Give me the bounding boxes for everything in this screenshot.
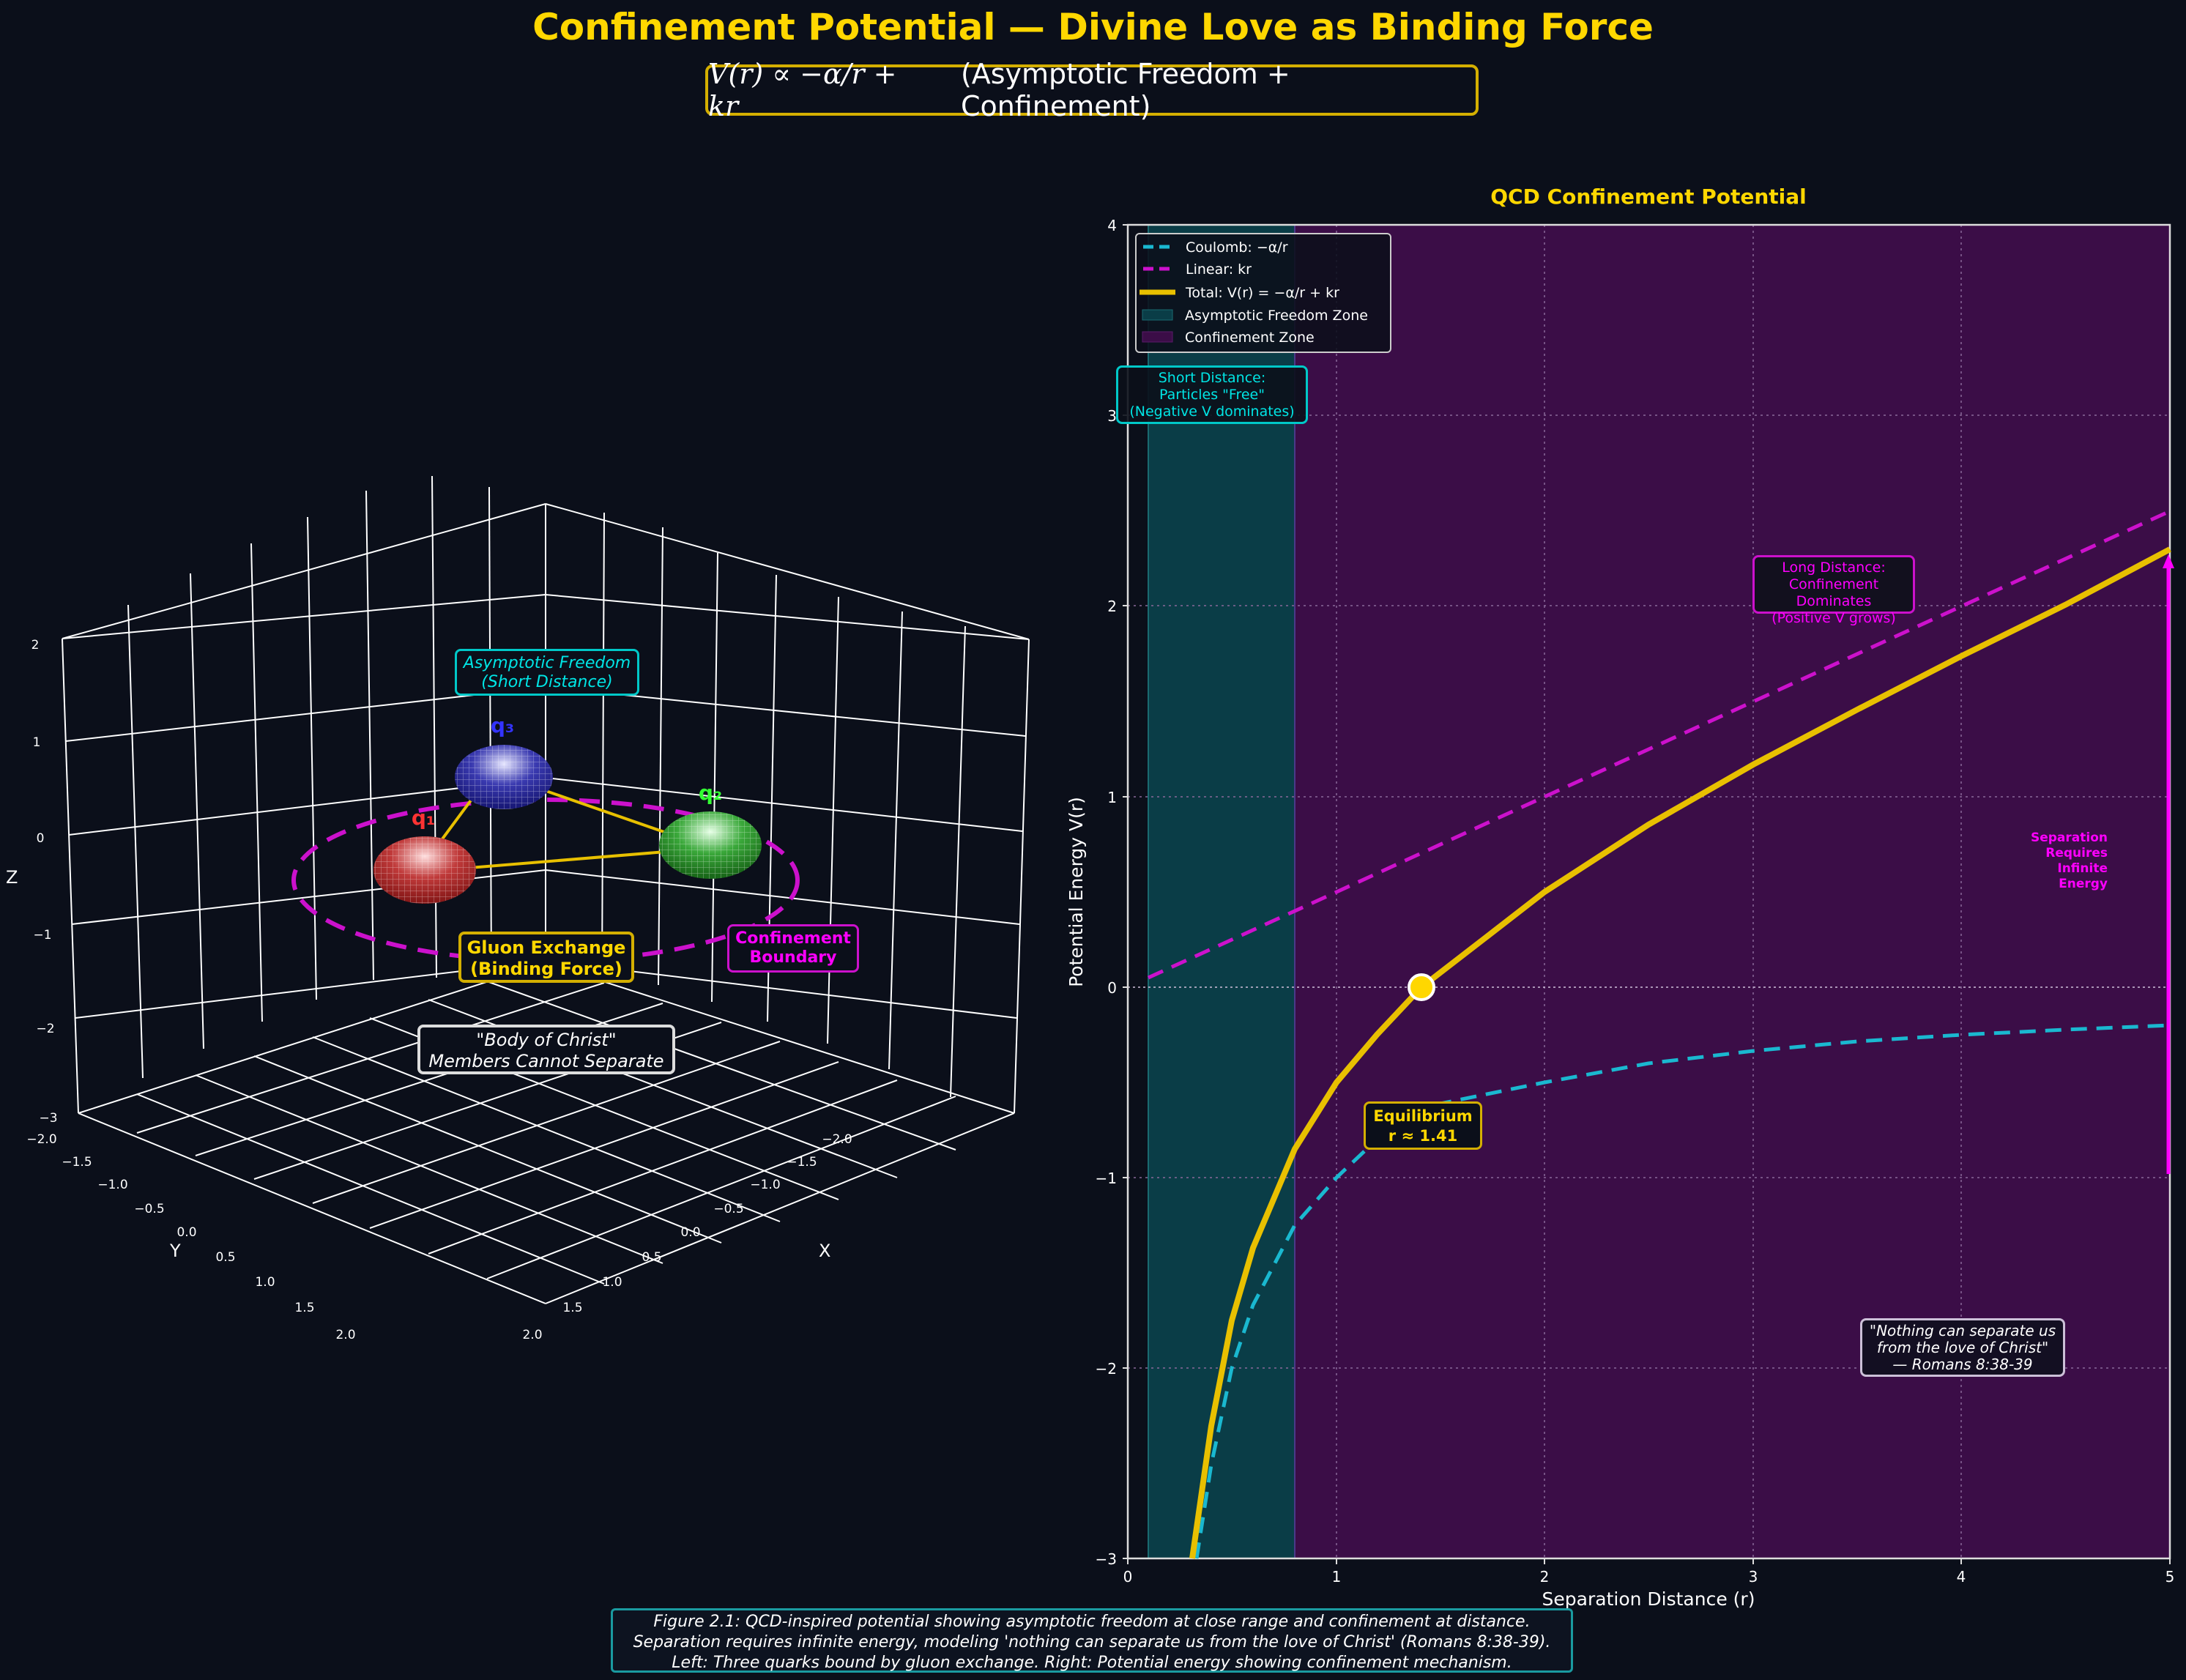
long-distance-note: Long Distance: Confinement Dominates (Po… <box>1752 555 1915 626</box>
short-distance-note: Short Distance: Particles "Free" (Negati… <box>1116 365 1308 424</box>
svg-text:−2: −2 <box>36 1022 54 1036</box>
legend-linear: Linear: kr <box>1186 261 1252 278</box>
svg-text:−0.5: −0.5 <box>713 1202 743 1216</box>
legend-confinement-zone: Confinement Zone <box>1185 330 1315 346</box>
svg-text:1: 1 <box>1107 789 1117 806</box>
svg-text:4: 4 <box>1957 1568 1966 1586</box>
y-axis-title: Potential Energy V(r) <box>1066 797 1087 987</box>
svg-text:0.0: 0.0 <box>680 1225 700 1240</box>
confinement-boundary-note: Confinement Boundary <box>727 924 859 973</box>
y-axis-ticks: −2.0 −1.5 −1.0 −0.5 0.0 0.5 1.0 1.5 2.0 <box>26 1132 355 1342</box>
svg-text:2: 2 <box>1540 1568 1550 1586</box>
formula-box: V(r) ∝ −α/r + kr (Asymptotic Freedom + C… <box>705 58 1479 122</box>
svg-text:1: 1 <box>1332 1568 1342 1586</box>
svg-text:4: 4 <box>1107 217 1117 234</box>
chart-legend: Coulomb: −α/r Linear: kr Total: V(r) = −… <box>1135 233 1391 353</box>
svg-text:3: 3 <box>1749 1568 1758 1586</box>
svg-text:−2.0: −2.0 <box>822 1132 852 1147</box>
3d-grid <box>62 475 1030 1304</box>
asymptotic-freedom-zone <box>1148 225 1295 1558</box>
body-of-christ-note: "Body of Christ" Members Cannot Separate <box>417 1025 675 1074</box>
formula-note: (Asymptotic Freedom + Confinement) <box>960 58 1290 122</box>
legend-freedom-zone: Asymptotic Freedom Zone <box>1185 308 1368 324</box>
svg-text:2.0: 2.0 <box>522 1328 542 1342</box>
confinement-boundary-ellipse <box>291 798 800 963</box>
x-axis-ticks: −2.0 −1.5 −1.0 −0.5 0.0 0.5 1.0 1.5 2.0 <box>522 1132 852 1342</box>
y-tick-labels: 4 3 2 1 0 −1 −2 −3 <box>1096 217 1117 1568</box>
svg-text:0: 0 <box>37 831 45 846</box>
svg-text:−1: −1 <box>33 928 51 943</box>
romans-quote-note: "Nothing can separate us from the love o… <box>1860 1318 2065 1377</box>
svg-text:0: 0 <box>1123 1568 1133 1586</box>
y-axis-label: Y <box>169 1241 181 1261</box>
quark-q1 <box>373 836 476 904</box>
linear-curve <box>1147 509 2171 980</box>
svg-text:1.0: 1.0 <box>255 1275 275 1290</box>
quark-label-q3: q₃ <box>491 713 514 737</box>
chart-title: QCD Confinement Potential <box>1490 185 1807 209</box>
svg-text:−1.0: −1.0 <box>750 1178 780 1192</box>
separation-note: Separation Requires Infinite Energy <box>2030 830 2108 891</box>
main-title: Confinement Potential — Divine Love as B… <box>532 6 1654 48</box>
svg-text:1: 1 <box>33 735 41 750</box>
z-axis-ticks: 2 1 0 −1 −2 −3 <box>31 638 58 1126</box>
svg-text:1.0: 1.0 <box>602 1275 622 1290</box>
z-axis-label: Z <box>6 867 18 888</box>
potential-chart: QCD Confinement Potential 4 3 2 1 0 −1 −… <box>1066 185 2175 1610</box>
x-axis-title: Separation Distance (r) <box>1542 1588 1755 1610</box>
svg-text:−3: −3 <box>1096 1550 1117 1568</box>
svg-text:−1.5: −1.5 <box>62 1155 92 1170</box>
gluon-exchange-note: Gluon Exchange (Binding Force) <box>458 932 634 983</box>
equilibrium-point <box>1408 973 1435 1001</box>
svg-text:−1: −1 <box>1096 1170 1117 1187</box>
svg-text:0: 0 <box>1107 979 1117 997</box>
svg-text:−1.0: −1.0 <box>97 1178 127 1192</box>
svg-text:1.5: 1.5 <box>562 1301 582 1315</box>
formula-math: V(r) ∝ −α/r + kr <box>708 58 897 122</box>
legend-coulomb: Coulomb: −α/r <box>1186 239 1288 256</box>
equilibrium-note: Equilibrium r ≈ 1.41 <box>1364 1101 1482 1150</box>
svg-text:2: 2 <box>1107 598 1117 615</box>
svg-text:0.5: 0.5 <box>215 1250 235 1265</box>
svg-text:2.0: 2.0 <box>335 1328 355 1342</box>
quark-3d-plot: 2 1 0 −1 −2 −3 Z −2.0 −1.5 −1.0 −0.5 0.0… <box>6 475 1030 1342</box>
svg-text:−1.5: −1.5 <box>787 1155 817 1170</box>
svg-text:−2.0: −2.0 <box>26 1132 56 1147</box>
svg-text:0.0: 0.0 <box>176 1225 196 1240</box>
svg-text:−2: −2 <box>1096 1360 1117 1378</box>
svg-text:−3: −3 <box>39 1111 57 1126</box>
arrow-head-icon <box>2163 554 2174 568</box>
legend-total: Total: V(r) = −α/r + kr <box>1185 285 1339 301</box>
asymptotic-freedom-note: Asymptotic Freedom (Short Distance) <box>455 649 639 696</box>
svg-text:0.5: 0.5 <box>642 1250 661 1265</box>
svg-text:−0.5: −0.5 <box>134 1202 164 1216</box>
quark-q3 <box>455 745 553 809</box>
x-axis-label: X <box>819 1241 830 1261</box>
quark-label-q1: q₁ <box>412 806 435 830</box>
svg-text:2: 2 <box>31 638 40 653</box>
quark-label-q2: q₂ <box>699 781 722 805</box>
figure-caption: Figure 2.1: QCD-inspired potential showi… <box>611 1608 1573 1673</box>
svg-text:1.5: 1.5 <box>294 1301 314 1315</box>
svg-text:5: 5 <box>2165 1568 2175 1586</box>
total-curve <box>1189 546 2171 1559</box>
x-tick-labels: 0 1 2 3 4 5 <box>1123 1568 2175 1586</box>
svg-text:3: 3 <box>1107 407 1117 425</box>
quark-q2 <box>659 811 762 879</box>
